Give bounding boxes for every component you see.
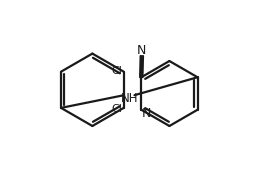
Text: N: N bbox=[142, 107, 151, 119]
Text: NH: NH bbox=[120, 92, 138, 105]
Text: N: N bbox=[137, 44, 147, 57]
Text: Cl: Cl bbox=[112, 104, 123, 114]
Text: Cl: Cl bbox=[112, 66, 123, 76]
